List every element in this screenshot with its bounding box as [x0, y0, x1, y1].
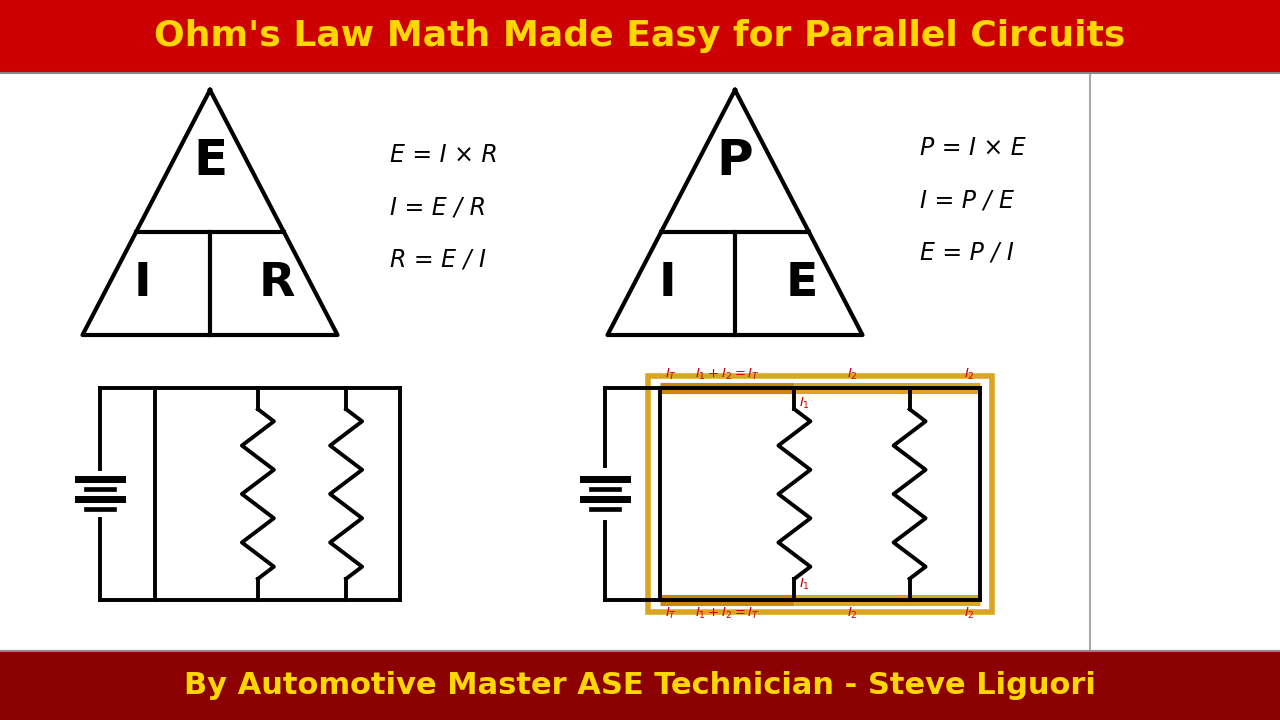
Text: I: I [134, 261, 151, 306]
Text: P: P [717, 137, 754, 185]
Bar [648, 376, 992, 612]
Text: I = E / R: I = E / R [390, 195, 486, 219]
Text: I: I [659, 261, 677, 306]
Text: $I_1+I_2=I_T$: $I_1+I_2=I_T$ [695, 367, 760, 382]
Text: P = I × E: P = I × E [920, 136, 1025, 160]
Text: $I_2$: $I_2$ [964, 606, 975, 621]
Text: $I_1$: $I_1$ [800, 577, 810, 592]
Text: E = I × R: E = I × R [390, 143, 498, 167]
Text: E: E [193, 137, 227, 185]
Text: $I_T$: $I_T$ [666, 367, 677, 382]
Text: $I_2$: $I_2$ [964, 367, 975, 382]
Text: $I_1$: $I_1$ [800, 396, 810, 411]
Text: Ohm's Law Math Made Easy for Parallel Circuits: Ohm's Law Math Made Easy for Parallel Ci… [155, 19, 1125, 53]
Text: R: R [259, 261, 296, 306]
Text: E = P / I: E = P / I [920, 240, 1014, 264]
Text: $I_2$: $I_2$ [846, 367, 858, 382]
Text: E: E [786, 261, 818, 306]
Bar [0, 652, 1280, 720]
Text: I = P / E: I = P / E [920, 188, 1014, 212]
Text: $I_T$: $I_T$ [666, 606, 677, 621]
Text: $I_2$: $I_2$ [846, 606, 858, 621]
Text: R = E / I: R = E / I [390, 247, 486, 271]
Text: $I_1+I_2=I_T$: $I_1+I_2=I_T$ [695, 606, 760, 621]
Text: By Automotive Master ASE Technician - Steve Liguori: By Automotive Master ASE Technician - St… [184, 672, 1096, 701]
Bar [0, 0, 1280, 72]
